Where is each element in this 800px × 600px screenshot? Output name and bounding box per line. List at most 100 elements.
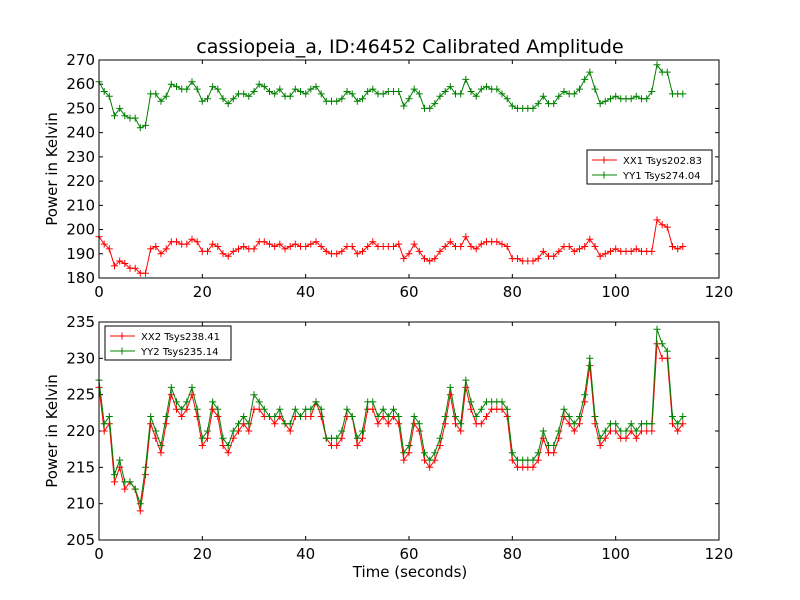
data-point-marker [498,398,506,406]
data-point-marker [627,420,635,428]
data-point-marker [266,88,273,95]
data-point-marker [214,405,222,413]
data-point-marker [462,376,470,384]
data-point-marker [415,90,423,98]
data-point-marker [353,250,361,258]
data-point-marker [653,61,661,69]
data-point-marker [555,247,563,255]
data-point-marker [162,420,170,428]
data-point-marker [674,245,682,253]
data-point-marker [415,420,423,428]
data-point-marker [353,97,361,105]
data-point-marker [312,238,320,246]
data-point-marker [116,456,124,464]
data-point-marker [105,413,113,420]
y-tick-label: 215 [66,458,95,476]
data-point-marker [209,398,217,406]
data-point-marker [405,95,413,103]
data-point-marker [147,413,155,420]
data-point-marker [209,83,217,91]
data-point-marker [173,398,180,406]
data-point-marker [622,434,630,442]
data-point-marker [250,391,258,399]
data-point-marker [307,85,315,93]
data-point-marker [193,85,201,93]
data-point-marker [472,92,480,100]
data-point-marker [214,243,222,250]
data-point-marker [503,413,511,420]
data-point-marker [477,405,485,413]
data-point-marker [333,434,341,442]
data-point-marker [477,85,485,93]
data-point-marker [162,245,170,253]
data-point-marker [493,238,501,246]
data-point-marker [441,243,449,250]
data-point-marker [224,449,232,457]
data-point-marker [167,80,175,88]
data-point-marker [245,92,253,100]
data-point-marker [612,420,620,428]
data-point-marker [534,100,542,108]
chart-title: cassiopeia_a, ID:46452 Calibrated Amplit… [196,36,623,58]
data-point-marker [663,223,671,231]
data-point-marker [679,413,687,420]
data-point-marker [111,471,118,479]
data-point-marker [364,88,372,95]
y-tick-label: 240 [66,124,95,142]
data-point-marker [632,434,640,442]
data-point-marker [338,427,346,435]
data-point-marker [214,85,222,93]
data-point-marker [152,243,160,250]
data-point-marker [514,255,521,263]
data-point-marker [276,85,284,93]
data-point-marker [224,100,232,108]
data-point-marker [550,252,558,260]
data-point-marker [436,434,444,442]
data-point-marker [245,427,253,435]
data-point-marker [183,398,191,406]
data-point-marker [188,383,196,391]
data-point-marker [679,90,687,98]
data-point-marker [116,257,124,265]
data-point-marker [591,243,599,250]
data-point-marker [446,238,454,246]
data-point-marker [136,500,144,508]
y-tick-label: 190 [66,245,95,263]
legend-label-yy2: YY2 Tsys235.14 [140,347,219,358]
data-point-marker [317,405,325,413]
data-point-marker [286,243,294,250]
data-point-marker [343,405,351,413]
data-point-marker [477,240,485,248]
y-tick-label: 230 [66,349,95,367]
y-tick-label: 270 [66,51,95,69]
data-point-marker [679,243,687,250]
data-point-marker [369,398,377,406]
data-point-marker [229,247,237,255]
data-point-marker [209,240,217,248]
data-point-marker [415,427,423,435]
data-point-marker [565,413,573,420]
data-point-marker [462,233,470,241]
series-group [95,61,687,277]
data-point-marker [271,90,279,98]
y-tick-label: 205 [66,531,95,549]
data-point-marker [648,247,656,255]
data-point-marker [317,90,325,98]
data-point-marker [576,85,583,93]
data-point-marker [555,427,563,435]
plot-frame [98,59,720,279]
data-point-marker [627,95,635,103]
data-point-marker [400,102,408,110]
data-point-marker [395,240,403,248]
data-point-marker [317,243,325,250]
chart-top: cassiopeia_a, ID:46452 Calibrated Amplit… [43,36,733,301]
data-point-marker [147,245,155,253]
data-point-marker [379,405,387,413]
data-point-marker [663,68,671,76]
data-point-marker [111,262,118,270]
data-point-marker [452,413,459,420]
data-point-marker [162,92,170,100]
data-point-marker [348,90,356,98]
data-point-marker [198,97,206,105]
